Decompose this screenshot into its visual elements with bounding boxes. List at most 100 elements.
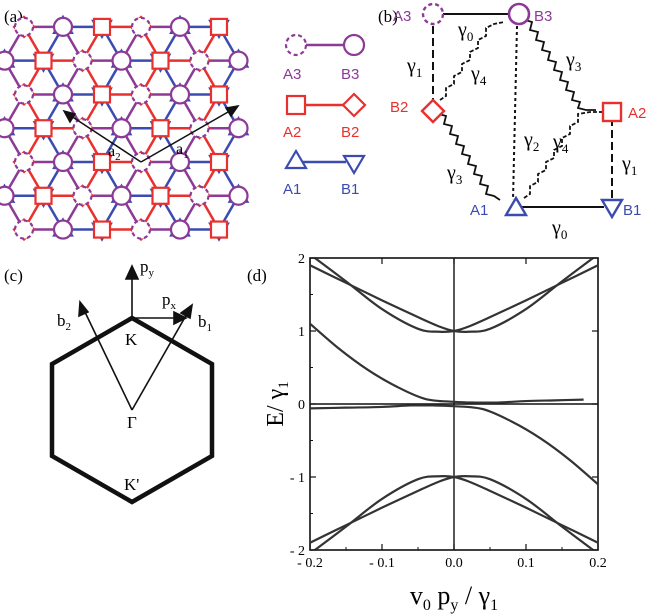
plot-ticks: - 0.2 - 0.1 0.0 0.1 0.2 - 2 - 1 0 1 2 bbox=[290, 252, 607, 571]
panel-c: (c) py px b1 b2 K Γ K' bbox=[4, 257, 215, 505]
site-a3 bbox=[130, 16, 152, 38]
vector-a1-label: a1 bbox=[176, 141, 189, 161]
axis-py-arrowhead bbox=[124, 264, 140, 280]
legend: A3 B3 A2 B2 A1 B1 bbox=[283, 33, 367, 198]
hop-label-gamma1-right: γ1 bbox=[621, 153, 637, 178]
reciprocal-arrows bbox=[78, 264, 194, 411]
site-a3 bbox=[189, 50, 210, 71]
bond-gamma4-upper bbox=[439, 21, 505, 101]
site-b1 bbox=[599, 198, 625, 220]
legend-b2: B2 bbox=[341, 124, 359, 141]
vector-b2 bbox=[83, 309, 133, 411]
site-a2 bbox=[151, 119, 170, 138]
site-a3 bbox=[13, 16, 35, 38]
site-b3 bbox=[111, 185, 132, 206]
site-a3 bbox=[72, 50, 93, 71]
hop-label-gamma4-lower: γ4 bbox=[552, 131, 569, 156]
site-b3 bbox=[52, 84, 74, 105]
site-label-b2: B2 bbox=[390, 99, 408, 116]
site-a2 bbox=[151, 186, 170, 205]
site-a3 bbox=[130, 84, 152, 105]
site-b3 bbox=[52, 16, 74, 38]
vector-a2-label: a2 bbox=[108, 143, 121, 163]
vector-b1-arrowhead bbox=[179, 303, 194, 320]
site-b3 bbox=[169, 84, 191, 105]
panel-d: (d) - 0.2 - 0.1 0.0 0.1 0.2 - 2 - 1 0 1 2 E/ γ1 v… bbox=[247, 252, 607, 614]
y-tick-label: 1 bbox=[298, 325, 305, 340]
label-Gamma: Γ bbox=[127, 413, 137, 432]
plot-axes bbox=[310, 258, 598, 550]
hop-label-gamma0-bottom: γ0 bbox=[551, 217, 567, 242]
legend-row-1: A1 B1 bbox=[283, 148, 366, 198]
site-a3 bbox=[421, 2, 445, 26]
y-tick-label: 2 bbox=[298, 252, 305, 267]
site-a2 bbox=[34, 51, 53, 70]
legend-a2: A2 bbox=[283, 124, 301, 141]
bond-gamma3-lower bbox=[438, 113, 501, 201]
site-b1-marker bbox=[342, 154, 366, 176]
label-py: py bbox=[140, 257, 155, 279]
site-b3 bbox=[52, 151, 74, 173]
site-a2 bbox=[209, 17, 229, 37]
site-label-a3: A3 bbox=[393, 8, 411, 25]
hop-label-gamma1-left: γ1 bbox=[406, 55, 422, 80]
site-b3 bbox=[169, 219, 191, 240]
site-b3 bbox=[169, 151, 191, 173]
site-b3 bbox=[228, 185, 249, 206]
site-label-a2: A2 bbox=[628, 105, 646, 122]
site-label-b3: B3 bbox=[534, 8, 552, 25]
vector-a2 bbox=[67, 113, 142, 163]
bond-gamma4-lower bbox=[523, 111, 602, 199]
site-b3 bbox=[507, 2, 531, 26]
x-tick-label: - 0.2 bbox=[297, 556, 323, 571]
site-label-b1: B1 bbox=[623, 202, 641, 219]
band-line-6 bbox=[313, 475, 598, 550]
brillouin-zone-hexagon bbox=[49, 315, 215, 505]
site-a3 bbox=[13, 151, 35, 173]
site-a2 bbox=[151, 51, 170, 70]
band-line-3 bbox=[310, 322, 584, 404]
label-Kprime: K' bbox=[124, 475, 139, 494]
site-b2-marker bbox=[341, 92, 367, 118]
site-b3-marker bbox=[342, 33, 366, 57]
site-b3 bbox=[169, 16, 191, 38]
bond-gamma3-upper bbox=[524, 19, 596, 111]
legend-row-2: A2 B2 bbox=[283, 92, 367, 141]
site-a3 bbox=[189, 185, 210, 206]
site-a3 bbox=[13, 84, 35, 105]
legend-b3: B3 bbox=[341, 66, 359, 83]
lattice-vectors bbox=[62, 104, 240, 163]
site-a1-marker bbox=[284, 148, 308, 170]
site-b3 bbox=[0, 185, 15, 206]
site-a1 bbox=[503, 195, 529, 217]
site-a2 bbox=[92, 85, 112, 104]
hop-label-gamma3-lower: γ3 bbox=[446, 162, 462, 187]
vector-a1 bbox=[140, 107, 236, 163]
axis-px-arrowhead bbox=[173, 310, 188, 326]
label-b1: b1 bbox=[198, 312, 212, 334]
panel-b: (b) A3 B3 B2 A2 A1 B1 γ0 γ0 γ1 γ1 γ2 bbox=[378, 2, 646, 242]
y-tick-label: - 1 bbox=[290, 471, 305, 486]
legend-row-3: A3 B3 bbox=[283, 33, 366, 83]
hop-label-gamma2: γ2 bbox=[523, 129, 539, 154]
vector-b2-arrowhead bbox=[78, 299, 90, 318]
y-tick-label: - 2 bbox=[290, 544, 305, 559]
label-px: px bbox=[162, 290, 177, 312]
site-a2 bbox=[92, 17, 112, 37]
site-b3 bbox=[0, 50, 15, 71]
site-b3 bbox=[111, 118, 132, 139]
site-a3 bbox=[13, 219, 35, 240]
site-label-a1: A1 bbox=[470, 202, 488, 219]
site-a2 bbox=[601, 101, 623, 123]
panel-a: (a) a1 a2 A3 B3 A2 B2 bbox=[0, 7, 367, 242]
x-tick-label: - 0.1 bbox=[369, 556, 395, 571]
hop-label-gamma3-upper: γ3 bbox=[565, 49, 581, 74]
label-b2: b2 bbox=[57, 311, 71, 333]
site-a3-marker bbox=[284, 33, 308, 57]
x-tick-label: 0.0 bbox=[445, 556, 463, 571]
x-tick-label: 0.2 bbox=[589, 556, 607, 571]
lattice bbox=[0, 14, 250, 242]
site-b3 bbox=[228, 50, 249, 71]
hop-label-gamma0-top: γ0 bbox=[457, 19, 473, 44]
